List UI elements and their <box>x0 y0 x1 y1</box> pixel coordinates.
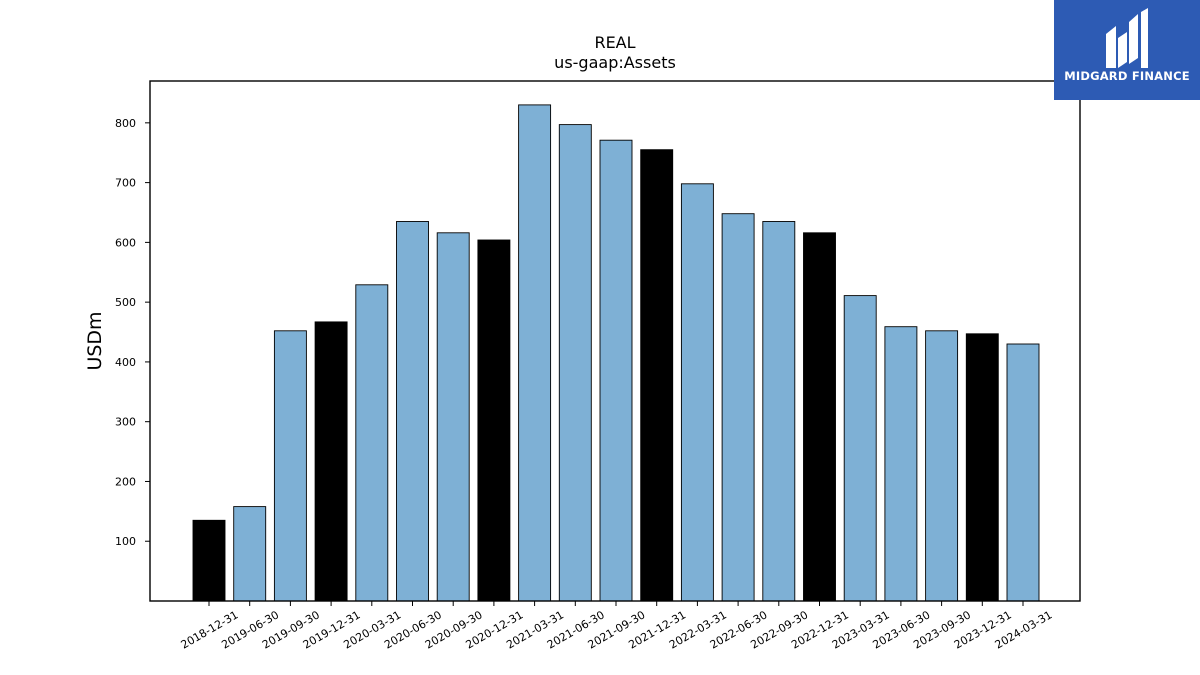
bar-2019-09-30 <box>273 330 307 602</box>
bar-2024-03-31 <box>1006 343 1040 602</box>
brand-logo: MIDGARD FINANCE <box>1054 0 1200 100</box>
y-tick-label: 600 <box>115 236 136 249</box>
bar-2023-09-30 <box>925 330 959 602</box>
y-tick-label: 100 <box>115 535 136 548</box>
x-axis: 2018-12-312019-06-302019-09-302019-12-31… <box>179 601 1055 652</box>
bar-2021-03-31 <box>518 104 552 602</box>
bar-2018-12-31 <box>192 519 226 602</box>
bar-group <box>192 104 1040 602</box>
y-tick-label: 800 <box>115 117 136 130</box>
y-axis: 100 200 300 400 500 600 700 800 <box>115 117 150 548</box>
bar-2023-03-31 <box>843 295 877 602</box>
y-tick-label: 300 <box>115 416 136 429</box>
bar-2019-06-30 <box>233 506 267 602</box>
midgard-logo-icon <box>1106 8 1148 68</box>
bar-2023-12-31 <box>965 333 999 602</box>
y-tick-label: 700 <box>115 177 136 190</box>
plot-frame <box>149 80 1081 602</box>
bar-2022-09-30 <box>762 221 796 602</box>
bar-2022-03-31 <box>680 183 714 602</box>
bar-2020-12-31 <box>477 239 511 602</box>
bar-2021-12-31 <box>640 149 674 602</box>
y-tick-label: 400 <box>115 356 136 369</box>
bar-2019-12-31 <box>314 321 348 602</box>
bar-2020-06-30 <box>396 221 429 602</box>
brand-name: MIDGARD FINANCE <box>1064 69 1190 83</box>
bar-2022-06-30 <box>721 213 755 602</box>
chart-title: REAL <box>594 33 635 52</box>
chart-subtitle: us-gaap:Assets <box>554 53 676 72</box>
bar-2020-03-31 <box>355 284 389 602</box>
bar-2021-09-30 <box>599 139 633 602</box>
bar-2022-12-31 <box>803 232 836 602</box>
bar-2023-06-30 <box>884 326 918 602</box>
y-tick-label: 200 <box>115 475 136 488</box>
bar-2020-09-30 <box>436 232 470 602</box>
y-tick-label: 500 <box>115 296 136 309</box>
y-axis-label: USDm <box>84 311 106 370</box>
bar-2021-06-30 <box>558 124 592 602</box>
